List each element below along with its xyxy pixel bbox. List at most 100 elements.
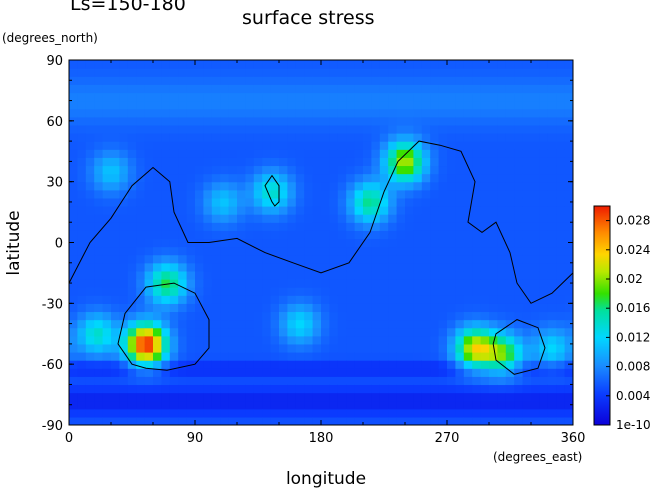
heatmap-cell xyxy=(556,68,566,77)
heatmap-cell xyxy=(136,319,146,329)
heatmap-cell xyxy=(312,311,322,321)
heatmap-cell xyxy=(102,246,112,256)
heatmap-cell xyxy=(539,206,549,215)
heatmap-cell xyxy=(119,189,129,199)
heatmap-cell xyxy=(413,400,423,410)
heatmap-cell xyxy=(94,141,104,150)
heatmap-cell xyxy=(270,92,280,102)
heatmap-cell xyxy=(279,165,288,175)
heatmap-cell xyxy=(472,368,482,377)
heatmap-cell xyxy=(186,60,196,69)
heatmap-cell xyxy=(228,246,238,256)
heatmap-cell xyxy=(354,295,364,304)
heatmap-cell xyxy=(262,303,272,313)
heatmap-cell xyxy=(77,238,87,248)
heatmap-cell xyxy=(505,222,515,231)
heatmap-cell xyxy=(136,376,146,386)
heatmap-cell xyxy=(270,197,280,207)
heatmap-cell xyxy=(531,124,540,134)
heatmap-cell xyxy=(455,279,465,288)
heatmap-cell xyxy=(304,400,314,410)
heatmap-cell xyxy=(438,108,448,118)
heatmap-cell xyxy=(346,295,356,304)
heatmap-cell xyxy=(354,279,364,288)
heatmap-cell xyxy=(531,262,540,272)
heatmap-cell xyxy=(161,287,171,296)
heatmap-cell xyxy=(388,214,398,223)
heatmap-cell xyxy=(379,352,389,361)
heatmap-cell xyxy=(220,262,230,272)
heatmap-cell xyxy=(396,319,406,329)
heatmap-cell xyxy=(388,165,398,175)
heatmap-cell xyxy=(505,124,515,134)
heatmap-cell xyxy=(270,68,280,77)
heatmap-cell xyxy=(270,60,280,69)
heatmap-cell xyxy=(237,181,246,191)
heatmap-cell xyxy=(346,335,356,345)
heatmap-cell xyxy=(547,141,557,150)
heatmap-cell xyxy=(178,68,188,77)
heatmap-cell xyxy=(295,343,305,353)
heatmap-cell xyxy=(472,68,482,77)
heatmap-cell xyxy=(354,214,364,223)
heatmap-cell xyxy=(329,311,339,321)
heatmap-cell xyxy=(531,295,540,304)
heatmap-cell xyxy=(321,343,330,353)
heatmap-cell xyxy=(388,173,398,183)
heatmap-cell xyxy=(186,108,196,118)
heatmap-cell xyxy=(295,100,305,110)
heatmap-cell xyxy=(111,311,120,321)
heatmap-cell xyxy=(396,376,406,386)
heatmap-cell xyxy=(220,68,230,77)
heatmap-cell xyxy=(169,408,179,418)
heatmap-cell xyxy=(329,124,339,134)
heatmap-cell xyxy=(497,384,507,394)
heatmap-cell xyxy=(111,92,120,102)
heatmap-cell xyxy=(94,335,104,345)
heatmap-cell xyxy=(564,384,573,394)
heatmap-cell xyxy=(514,116,524,126)
y-tick-label: -90 xyxy=(42,419,63,434)
heatmap-cell xyxy=(136,189,146,199)
heatmap-cell xyxy=(195,60,204,69)
heatmap-cell xyxy=(312,141,322,150)
heatmap-cell xyxy=(77,287,87,296)
heatmap-cell xyxy=(505,173,515,183)
heatmap-cell xyxy=(195,76,204,85)
heatmap-cell xyxy=(111,303,120,313)
heatmap-cell xyxy=(279,400,288,410)
heatmap-cell xyxy=(136,295,146,304)
heatmap-cell xyxy=(346,319,356,329)
heatmap-cell xyxy=(329,279,339,288)
heatmap-cell xyxy=(287,400,297,410)
heatmap-cell xyxy=(111,295,120,304)
heatmap-cell xyxy=(161,368,171,377)
heatmap-cell xyxy=(245,408,255,418)
heatmap-cell xyxy=(363,303,372,313)
heatmap-cell xyxy=(85,246,95,256)
heatmap-cell xyxy=(497,92,507,102)
heatmap-cell xyxy=(262,352,272,361)
heatmap-cell xyxy=(228,319,238,329)
heatmap-cell xyxy=(270,416,280,425)
heatmap-cell xyxy=(354,222,364,231)
heatmap-cell xyxy=(220,165,230,175)
heatmap-cell xyxy=(203,116,213,126)
heatmap-cell xyxy=(85,360,95,369)
heatmap-cell xyxy=(304,173,314,183)
heatmap-cell xyxy=(169,270,179,280)
heatmap-cell xyxy=(270,376,280,386)
heatmap-cell xyxy=(329,189,339,199)
heatmap-cell xyxy=(337,376,347,386)
heatmap-cell xyxy=(111,343,120,353)
heatmap-cell xyxy=(405,189,414,199)
heatmap-cell xyxy=(144,149,154,158)
heatmap-cell xyxy=(522,311,532,321)
heatmap-cell xyxy=(237,352,246,361)
heatmap-cell xyxy=(430,230,440,240)
heatmap-cell xyxy=(312,262,322,272)
heatmap-cell xyxy=(346,149,356,158)
heatmap-cell xyxy=(270,76,280,85)
heatmap-cell xyxy=(228,311,238,321)
heatmap-cell xyxy=(463,181,473,191)
